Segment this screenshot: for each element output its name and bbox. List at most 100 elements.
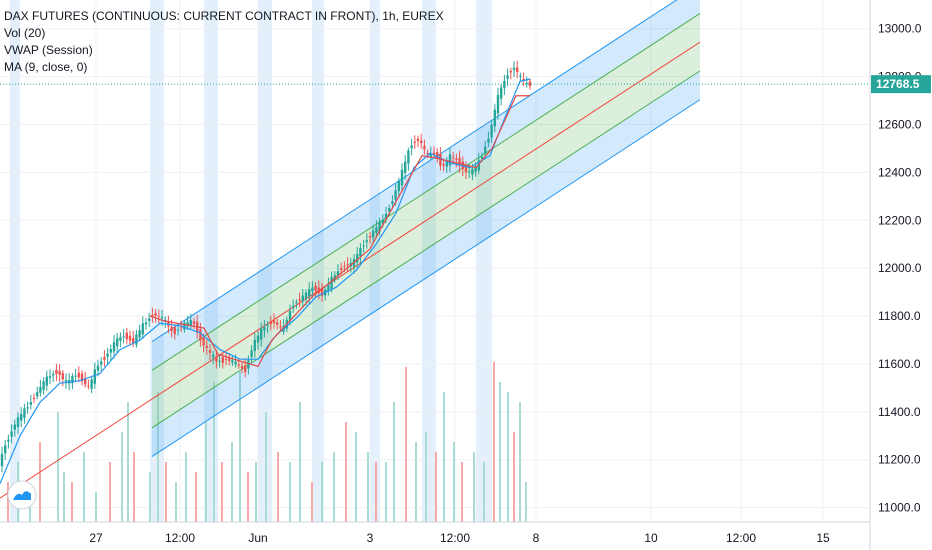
volume-bar-48 xyxy=(493,362,495,522)
candle-body-105 xyxy=(336,271,340,276)
volume-bar-35 xyxy=(367,452,369,522)
candle-body-32 xyxy=(103,357,106,360)
channel-upper-line xyxy=(151,0,678,343)
volume-bar-37 xyxy=(385,462,387,522)
volume-bar-19 xyxy=(205,422,207,522)
y-tick-label-5: 12000.0 xyxy=(878,261,922,275)
candle-body-80 xyxy=(256,335,260,343)
candle-body-97 xyxy=(311,287,314,292)
volume-bar-43 xyxy=(443,392,445,522)
candle-body-47 xyxy=(151,314,154,317)
volume-bar-17 xyxy=(185,452,187,522)
candle-body-142 xyxy=(455,158,458,161)
candle-body-22 xyxy=(71,376,74,384)
volume-bar-31 xyxy=(321,462,323,522)
candle-body-63 xyxy=(202,336,205,346)
candle-body-34 xyxy=(109,349,112,353)
volume-bar-47 xyxy=(483,462,485,522)
candle-body-14 xyxy=(45,376,48,386)
volume-bar-18 xyxy=(195,472,197,522)
candle-body-55 xyxy=(176,329,180,331)
volume-bar-53 xyxy=(525,482,527,522)
candle-body-137 xyxy=(439,154,442,166)
candle-body-145 xyxy=(464,166,468,173)
session-band-7 xyxy=(476,0,492,522)
candle-body-155 xyxy=(496,95,500,114)
candle-body-158 xyxy=(506,75,509,79)
candle-body-106 xyxy=(340,268,343,270)
candle-body-132 xyxy=(423,145,426,150)
candle-body-159 xyxy=(509,71,512,73)
candle-body-76 xyxy=(244,365,247,372)
indicator-volume[interactable]: Vol (20) xyxy=(4,26,46,40)
session-band-5 xyxy=(370,0,380,522)
chart-title: DAX FUTURES (CONTINUOUS: CURRENT CONTRAC… xyxy=(4,9,444,23)
candle-body-16 xyxy=(52,374,55,376)
candle-body-67 xyxy=(215,356,218,362)
channel-median-line xyxy=(0,41,701,499)
candle-body-72 xyxy=(231,360,234,363)
candle-body-10 xyxy=(32,397,36,400)
candle-body-65 xyxy=(208,350,212,353)
volume-bar-24 xyxy=(247,472,249,522)
x-tick-label-2: Jun xyxy=(248,531,267,545)
candle-body-111 xyxy=(356,254,359,263)
volume-bar-42 xyxy=(435,452,437,522)
volume-bar-44 xyxy=(453,442,455,522)
candle-body-143 xyxy=(458,157,461,166)
volume-bar-30 xyxy=(311,482,313,522)
last-price-badge xyxy=(871,75,931,94)
candle-body-5 xyxy=(16,417,20,427)
volume-bar-28 xyxy=(289,462,291,522)
candle-body-75 xyxy=(240,366,244,369)
candle-body-9 xyxy=(29,401,32,405)
candle-body-126 xyxy=(404,161,407,173)
volume-bar-9 xyxy=(109,462,111,522)
candle-body-40 xyxy=(128,335,132,341)
candle-body-6 xyxy=(20,414,23,421)
volume-bar-51 xyxy=(513,432,515,522)
candle-body-30 xyxy=(96,365,100,371)
x-tick-label-6: 10 xyxy=(644,531,658,545)
volume-bar-3 xyxy=(39,442,41,522)
candle-body-2 xyxy=(7,439,10,442)
candle-body-11 xyxy=(36,392,39,397)
y-tick-label-0: 11000.0 xyxy=(878,501,921,515)
candle-body-71 xyxy=(228,358,231,361)
indicator-ma[interactable]: MA (9, close, 0) xyxy=(4,60,88,74)
candle-body-0 xyxy=(0,453,4,467)
candle-body-62 xyxy=(199,329,202,341)
candle-body-26 xyxy=(84,378,87,385)
x-tick-label-8: 15 xyxy=(816,531,830,545)
candle-body-8 xyxy=(26,407,29,409)
volume-bar-41 xyxy=(425,432,427,522)
x-tick-label-5: 8 xyxy=(533,531,540,545)
candle-body-147 xyxy=(471,168,474,175)
candle-body-49 xyxy=(157,315,160,317)
volume-bar-32 xyxy=(333,452,335,522)
y-tick-label-8: 12600.0 xyxy=(878,118,922,132)
candle-body-134 xyxy=(429,153,432,157)
candle-body-149 xyxy=(477,160,480,171)
candle-body-66 xyxy=(212,354,215,358)
candle-body-151 xyxy=(484,146,487,154)
volume-bar-10 xyxy=(121,432,123,522)
candle-body-123 xyxy=(394,190,397,200)
volume-bar-25 xyxy=(255,462,257,522)
candle-body-95 xyxy=(304,292,308,299)
x-tick-label-3: 3 xyxy=(367,531,374,545)
candle-body-38 xyxy=(122,336,125,338)
candle-body-27 xyxy=(87,385,90,387)
candle-body-33 xyxy=(106,353,109,357)
candle-body-96 xyxy=(308,289,311,297)
candle-body-59 xyxy=(189,320,192,326)
volume-bar-50 xyxy=(507,392,509,522)
volume-bar-8 xyxy=(95,492,97,522)
candle-body-78 xyxy=(250,350,253,357)
indicator-vwap[interactable]: VWAP (Session) xyxy=(4,43,93,57)
volume-bar-20 xyxy=(213,382,215,522)
volume-bar-33 xyxy=(345,422,347,522)
candle-body-44 xyxy=(141,323,144,335)
